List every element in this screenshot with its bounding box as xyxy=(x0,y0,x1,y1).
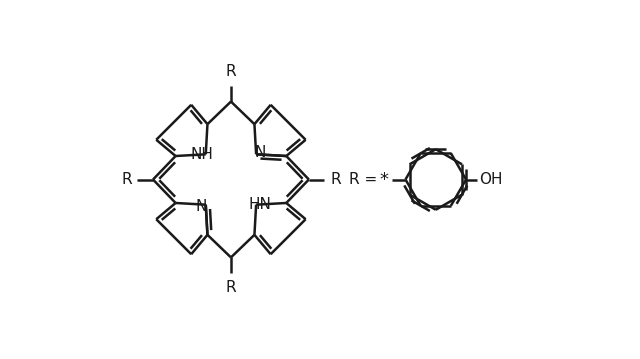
Text: HN: HN xyxy=(248,197,271,212)
Text: R: R xyxy=(226,280,236,295)
Text: R: R xyxy=(330,172,341,187)
Text: *: * xyxy=(380,171,388,188)
Text: R =: R = xyxy=(349,172,377,187)
Text: N: N xyxy=(196,199,207,214)
Text: R: R xyxy=(226,64,236,79)
Text: NH: NH xyxy=(191,147,214,162)
Text: OH: OH xyxy=(479,172,503,187)
Text: N: N xyxy=(255,145,266,160)
Text: R: R xyxy=(121,172,132,187)
